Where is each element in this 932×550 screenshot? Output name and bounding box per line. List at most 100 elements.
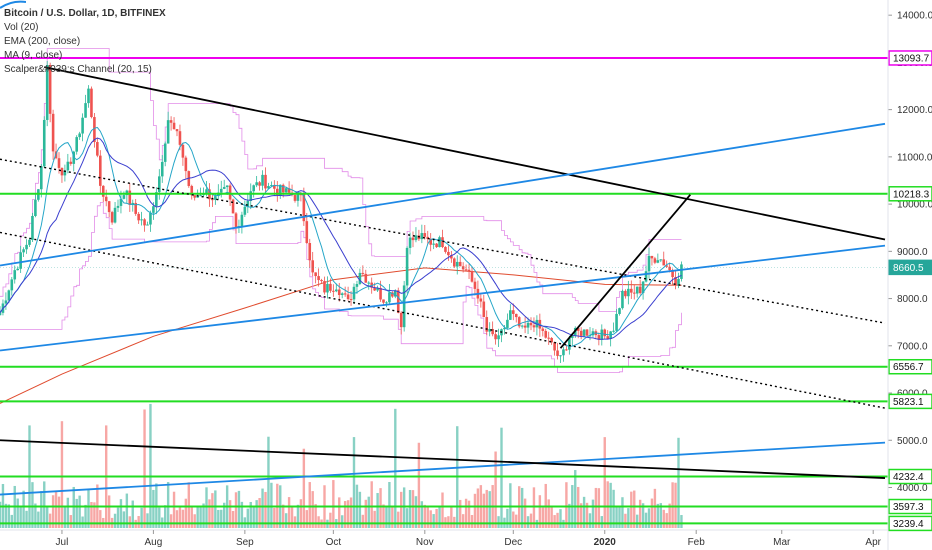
- volume-bar: [538, 495, 542, 528]
- ma-9-line: [0, 137, 682, 340]
- candle-body: [119, 198, 123, 206]
- candle-body: [630, 288, 633, 293]
- candle-body: [680, 264, 683, 279]
- volume-bar: [638, 499, 642, 528]
- candle-body: [122, 195, 126, 199]
- candles: [0, 60, 683, 363]
- volume-bar: [627, 508, 630, 528]
- candle-body: [10, 279, 14, 291]
- volume-bar: [99, 510, 102, 528]
- volume-bar: [432, 514, 435, 528]
- candle-body: [181, 144, 185, 158]
- ema-200-path: [0, 267, 682, 404]
- volume-bar: [379, 488, 382, 528]
- price-tag-label: 6556.7: [893, 362, 924, 373]
- x-tick-label: 2020: [594, 537, 617, 548]
- volume-bar: [172, 491, 176, 528]
- candle-body: [470, 271, 474, 282]
- candle-body: [585, 329, 589, 336]
- candle-body: [131, 202, 135, 205]
- volume-bar: [659, 503, 662, 528]
- candle-body: [190, 185, 194, 196]
- candle-body: [63, 170, 67, 176]
- candle-body: [653, 258, 657, 263]
- candle-body: [550, 337, 553, 343]
- x-tick-label: Aug: [145, 537, 163, 548]
- volume-bar: [423, 504, 426, 528]
- volume-bar: [565, 482, 568, 528]
- volume-bar: [196, 506, 199, 528]
- candle-body: [296, 194, 300, 201]
- x-tick-label: Mar: [773, 537, 791, 548]
- volume-bar: [208, 499, 211, 528]
- volume-bar: [388, 482, 391, 528]
- candle-body: [172, 122, 176, 130]
- candle-body: [532, 325, 536, 328]
- x-tick-label: Feb: [688, 537, 706, 548]
- volume-bar: [128, 516, 131, 528]
- volume-bar: [668, 503, 671, 528]
- candle-body: [399, 312, 403, 328]
- volume-bar: [394, 408, 397, 528]
- candle-body: [373, 287, 376, 291]
- volume-bar: [273, 507, 276, 528]
- volume-bar: [184, 498, 188, 528]
- volume-bar: [234, 492, 238, 528]
- volume-bar: [69, 515, 72, 528]
- candle-body: [228, 185, 232, 200]
- volume-bar: [158, 507, 161, 528]
- candle-body: [426, 236, 430, 239]
- candle-body: [429, 238, 432, 245]
- candle-body: [576, 327, 580, 331]
- price-tag-box: [888, 50, 932, 66]
- volume-bar: [217, 509, 220, 528]
- candle-body: [22, 249, 25, 253]
- volume-bar: [78, 495, 81, 528]
- volume-bar: [550, 505, 553, 528]
- candle-body: [320, 280, 323, 282]
- volume-bar: [267, 436, 270, 528]
- volume-bar: [22, 490, 25, 528]
- volume-bar: [588, 513, 592, 528]
- candle-body: [329, 283, 332, 291]
- candle-body: [382, 299, 385, 303]
- volume-bar: [671, 482, 674, 528]
- candle-body: [458, 261, 462, 267]
- volume-bar: [615, 506, 618, 528]
- candle-body: [19, 252, 22, 269]
- candle-body: [662, 259, 666, 266]
- candle-body: [514, 313, 518, 318]
- candle-body: [66, 161, 70, 171]
- candle-body: [647, 255, 651, 272]
- candle-body: [166, 120, 170, 144]
- legend-title: Bitcoin / U.S. Dollar, 1D, BITFINEX: [4, 8, 166, 19]
- candle-body: [559, 355, 562, 357]
- volume-bar: [376, 493, 379, 528]
- candle-body: [438, 237, 441, 248]
- volume-bar: [252, 507, 255, 528]
- candle-body: [547, 337, 550, 339]
- volume-bar: [662, 509, 665, 528]
- candle-body: [600, 329, 604, 340]
- volume-bar: [66, 497, 70, 528]
- candle-body: [340, 293, 344, 295]
- candle-body: [621, 290, 624, 309]
- candle-body: [618, 308, 621, 314]
- candle-body: [149, 212, 152, 225]
- candle-body: [624, 290, 627, 297]
- candle-body: [311, 260, 314, 273]
- volume-bar: [526, 516, 530, 528]
- volume-bar: [349, 497, 353, 528]
- volume-bar: [485, 489, 488, 528]
- channel-upper: [0, 48, 682, 312]
- volume-bar: [237, 490, 241, 528]
- volume-bar: [633, 490, 636, 528]
- candle-body: [267, 185, 270, 189]
- price-tag-label: 8660.5: [893, 263, 924, 274]
- volume-bar: [166, 482, 170, 528]
- candle-body: [107, 201, 111, 213]
- volume-bar: [506, 508, 509, 528]
- volume-bar: [405, 508, 409, 528]
